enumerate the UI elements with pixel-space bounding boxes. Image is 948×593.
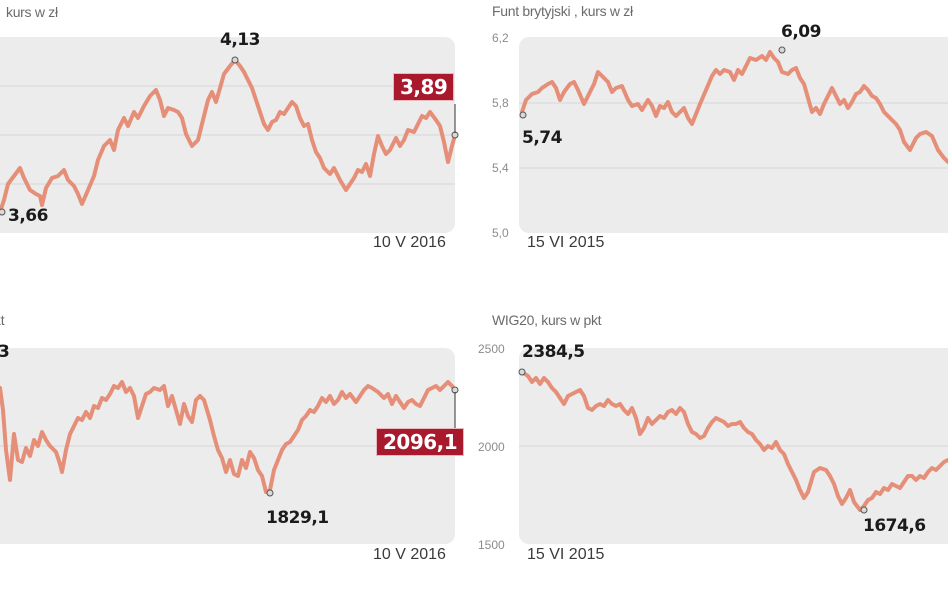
chart-title: Funt brytyjski , kurs w zł (492, 3, 633, 19)
chart-plot (519, 37, 948, 233)
chart-top-right: Funt brytyjski , kurs w zł 6,2 5,8 5,4 5… (480, 0, 948, 270)
chart-title: kurs w zł (6, 4, 58, 20)
y-tick: 5,4 (492, 161, 509, 175)
chart-title: WIG20, kurs w pkt (492, 312, 602, 328)
chart-top-left: kurs w zł 3,66 4,13 3,89 10 V 2016 (0, 0, 470, 270)
y-tick: 6,2 (492, 31, 509, 45)
start-label: 2384,5 (522, 342, 585, 362)
latest-value-callout: 2096,1 (376, 428, 465, 456)
latest-value-callout: 3,89 (393, 73, 455, 101)
start-date-label: 15 VI 2015 (527, 546, 605, 563)
chart-title: kt (0, 312, 5, 328)
min-label: 1829,1 (266, 508, 329, 528)
y-tick: 2500 (478, 342, 505, 356)
end-date-label: 10 V 2016 (373, 546, 446, 563)
start-label: 3 (0, 342, 10, 362)
max-label: 4,13 (220, 30, 260, 50)
chart-bottom-right: WIG20, kurs w pkt 2500 2000 1500 2384,5 … (478, 300, 948, 593)
start-label: 5,74 (522, 128, 562, 148)
y-tick: 5,8 (492, 96, 509, 110)
y-tick: 2000 (478, 440, 505, 454)
chart-plot (0, 37, 459, 233)
min-label: 3,66 (8, 206, 48, 226)
min-label: 1674,6 (863, 516, 926, 536)
y-tick: 1500 (478, 538, 505, 552)
chart-plot (518, 348, 948, 544)
max-label: 6,09 (781, 22, 821, 42)
start-date-label: 15 VI 2015 (527, 234, 605, 251)
y-tick: 5,0 (492, 226, 509, 240)
end-date-label: 10 V 2016 (373, 234, 446, 251)
chart-bottom-left: kt 3 1829,1 2096,1 10 V 2016 (0, 300, 470, 593)
